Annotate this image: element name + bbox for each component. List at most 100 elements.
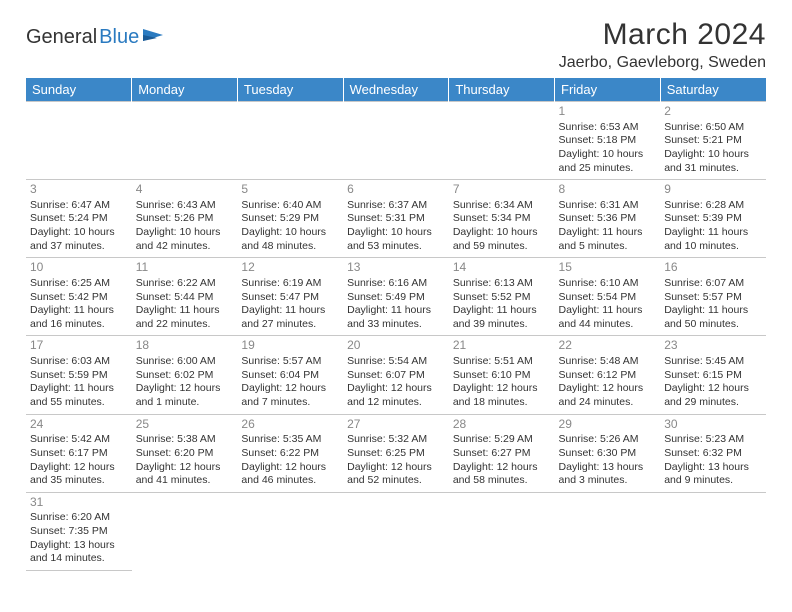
day-number: 9 xyxy=(664,182,762,198)
calendar-body: 1Sunrise: 6:53 AMSunset: 5:18 PMDaylight… xyxy=(26,102,766,571)
day-number: 19 xyxy=(241,338,339,354)
day-info-line: Daylight: 11 hours xyxy=(241,304,339,318)
day-info-line: Daylight: 10 hours xyxy=(136,226,234,240)
calendar-day-cell: 30Sunrise: 5:23 AMSunset: 6:32 PMDayligh… xyxy=(660,414,766,492)
calendar-day-cell: 25Sunrise: 5:38 AMSunset: 6:20 PMDayligh… xyxy=(132,414,238,492)
calendar-day-cell xyxy=(132,492,238,570)
day-info-line: Sunset: 5:42 PM xyxy=(30,291,128,305)
day-header: Friday xyxy=(555,78,661,102)
day-info-line: and 29 minutes. xyxy=(664,396,762,410)
day-info-line: and 48 minutes. xyxy=(241,240,339,254)
day-info-line: and 3 minutes. xyxy=(559,474,657,488)
day-info-line: Daylight: 12 hours xyxy=(559,382,657,396)
day-number: 26 xyxy=(241,417,339,433)
day-info-line: Daylight: 12 hours xyxy=(453,461,551,475)
day-info-line: and 50 minutes. xyxy=(664,318,762,332)
day-info-line: Daylight: 12 hours xyxy=(664,382,762,396)
calendar-day-cell xyxy=(237,492,343,570)
calendar-day-cell xyxy=(237,102,343,180)
calendar-day-cell: 7Sunrise: 6:34 AMSunset: 5:34 PMDaylight… xyxy=(449,180,555,258)
day-info-line: and 37 minutes. xyxy=(30,240,128,254)
day-info-line: Sunrise: 6:22 AM xyxy=(136,277,234,291)
calendar-day-cell: 17Sunrise: 6:03 AMSunset: 5:59 PMDayligh… xyxy=(26,336,132,414)
day-info-line: Sunrise: 5:45 AM xyxy=(664,355,762,369)
day-header: Sunday xyxy=(26,78,132,102)
day-info-line: Daylight: 10 hours xyxy=(347,226,445,240)
calendar-day-cell: 4Sunrise: 6:43 AMSunset: 5:26 PMDaylight… xyxy=(132,180,238,258)
day-header: Saturday xyxy=(660,78,766,102)
day-info-line: Sunset: 6:30 PM xyxy=(559,447,657,461)
brand-logo: GeneralBlue xyxy=(26,26,165,49)
brand-name-2: Blue xyxy=(99,26,139,49)
day-info-line: Daylight: 11 hours xyxy=(30,382,128,396)
calendar-day-cell: 29Sunrise: 5:26 AMSunset: 6:30 PMDayligh… xyxy=(555,414,661,492)
day-info-line: and 31 minutes. xyxy=(664,162,762,176)
day-info-line: Sunrise: 6:47 AM xyxy=(30,199,128,213)
day-info-line: and 44 minutes. xyxy=(559,318,657,332)
day-info-line: Sunset: 5:24 PM xyxy=(30,212,128,226)
day-info-line: and 41 minutes. xyxy=(136,474,234,488)
calendar-day-cell: 23Sunrise: 5:45 AMSunset: 6:15 PMDayligh… xyxy=(660,336,766,414)
calendar-day-cell: 14Sunrise: 6:13 AMSunset: 5:52 PMDayligh… xyxy=(449,258,555,336)
calendar-day-cell: 21Sunrise: 5:51 AMSunset: 6:10 PMDayligh… xyxy=(449,336,555,414)
day-info-line: Sunset: 5:44 PM xyxy=(136,291,234,305)
day-number: 29 xyxy=(559,417,657,433)
day-info-line: Sunrise: 5:32 AM xyxy=(347,433,445,447)
day-number: 22 xyxy=(559,338,657,354)
day-info-line: Sunset: 6:25 PM xyxy=(347,447,445,461)
day-info-line: Sunset: 6:04 PM xyxy=(241,369,339,383)
calendar-day-cell: 31Sunrise: 6:20 AMSunset: 7:35 PMDayligh… xyxy=(26,492,132,570)
day-info-line: and 46 minutes. xyxy=(241,474,339,488)
calendar-week-row: 24Sunrise: 5:42 AMSunset: 6:17 PMDayligh… xyxy=(26,414,766,492)
day-info-line: Sunrise: 6:53 AM xyxy=(559,121,657,135)
day-info-line: Sunrise: 6:20 AM xyxy=(30,511,128,525)
page-header: GeneralBlue March 2024 Jaerbo, Gaevlebor… xyxy=(26,18,766,72)
day-number: 21 xyxy=(453,338,551,354)
day-number: 12 xyxy=(241,260,339,276)
calendar-header-row: Sunday Monday Tuesday Wednesday Thursday… xyxy=(26,78,766,102)
day-info-line: and 18 minutes. xyxy=(453,396,551,410)
day-info-line: and 55 minutes. xyxy=(30,396,128,410)
calendar-day-cell: 13Sunrise: 6:16 AMSunset: 5:49 PMDayligh… xyxy=(343,258,449,336)
day-info-line: Sunrise: 6:16 AM xyxy=(347,277,445,291)
calendar-day-cell: 28Sunrise: 5:29 AMSunset: 6:27 PMDayligh… xyxy=(449,414,555,492)
day-number: 31 xyxy=(30,495,128,511)
flag-icon xyxy=(143,27,165,48)
day-info-line: Daylight: 12 hours xyxy=(453,382,551,396)
day-number: 11 xyxy=(136,260,234,276)
day-number: 3 xyxy=(30,182,128,198)
day-info-line: Daylight: 10 hours xyxy=(453,226,551,240)
day-info-line: Sunrise: 6:19 AM xyxy=(241,277,339,291)
calendar-week-row: 31Sunrise: 6:20 AMSunset: 7:35 PMDayligh… xyxy=(26,492,766,570)
day-number: 5 xyxy=(241,182,339,198)
day-number: 24 xyxy=(30,417,128,433)
calendar-week-row: 3Sunrise: 6:47 AMSunset: 5:24 PM Daylight… xyxy=(26,180,766,258)
brand-name-1: General xyxy=(26,26,97,49)
day-info-line: Sunset: 6:07 PM xyxy=(347,369,445,383)
day-info-line: Daylight: 11 hours xyxy=(453,304,551,318)
day-info-line: Sunset: 5:54 PM xyxy=(559,291,657,305)
calendar-day-cell: 8Sunrise: 6:31 AMSunset: 5:36 PMDaylight… xyxy=(555,180,661,258)
calendar-day-cell: 6Sunrise: 6:37 AMSunset: 5:31 PMDaylight… xyxy=(343,180,449,258)
day-info-line: and 27 minutes. xyxy=(241,318,339,332)
day-number: 20 xyxy=(347,338,445,354)
day-info-line: Sunrise: 5:29 AM xyxy=(453,433,551,447)
day-info-line: Sunrise: 5:35 AM xyxy=(241,433,339,447)
day-info-line: Daylight: 12 hours xyxy=(136,382,234,396)
day-number: 7 xyxy=(453,182,551,198)
day-info-line: and 59 minutes. xyxy=(453,240,551,254)
day-info-line: Sunrise: 6:10 AM xyxy=(559,277,657,291)
day-info-line: Sunset: 5:49 PM xyxy=(347,291,445,305)
calendar-day-cell: 22Sunrise: 5:48 AMSunset: 6:12 PMDayligh… xyxy=(555,336,661,414)
day-number: 13 xyxy=(347,260,445,276)
day-number: 4 xyxy=(136,182,234,198)
day-header: Wednesday xyxy=(343,78,449,102)
calendar-day-cell xyxy=(343,492,449,570)
calendar-day-cell xyxy=(132,102,238,180)
day-number: 2 xyxy=(664,104,762,120)
day-info-line: Sunrise: 5:23 AM xyxy=(664,433,762,447)
day-number: 10 xyxy=(30,260,128,276)
day-number: 18 xyxy=(136,338,234,354)
day-header: Thursday xyxy=(449,78,555,102)
calendar-page: GeneralBlue March 2024 Jaerbo, Gaevlebor… xyxy=(0,0,792,581)
